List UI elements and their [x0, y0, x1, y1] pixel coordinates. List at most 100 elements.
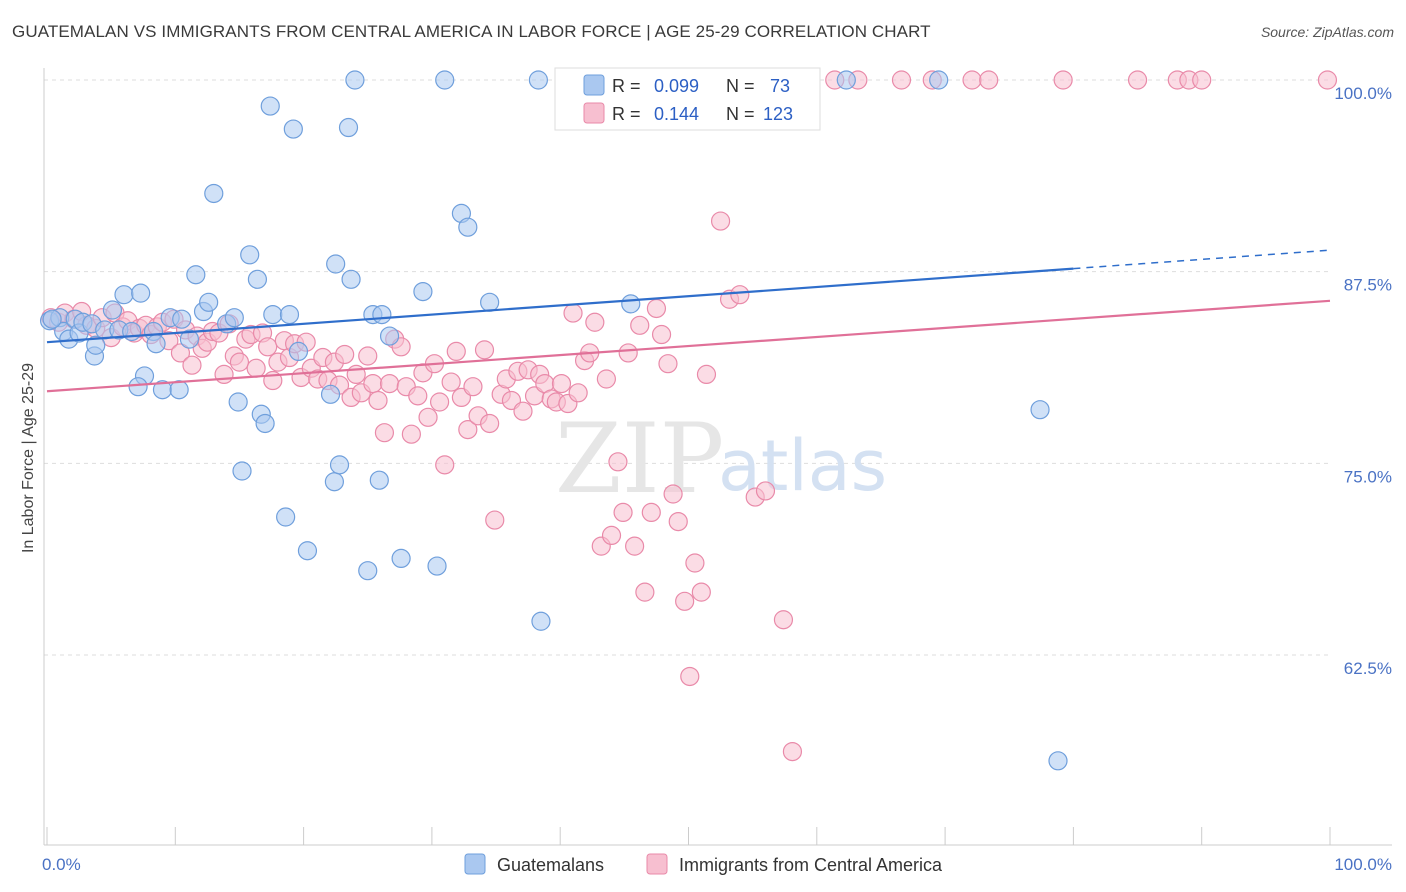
immigrants-point-31 [229, 352, 250, 372]
guatemalans-point-58 [427, 556, 447, 576]
guatemalans-point-39 [276, 507, 296, 527]
watermark-atlas: atlas [718, 425, 887, 507]
guatemalans-point-47 [329, 455, 350, 475]
guatemalans-point-70 [1030, 400, 1050, 420]
immigrants-point-69 [441, 372, 461, 392]
y-axis-label: In Labor Force | Age 25-29 [20, 363, 37, 553]
guatemalans-point-49 [341, 269, 361, 289]
guatemalans-point-55 [379, 326, 400, 346]
immigrants-point-97 [596, 369, 616, 389]
guatemalans-point-57 [413, 282, 433, 302]
guatemalans-point-43 [297, 541, 318, 561]
legend-r-value-1: 0.099 [654, 76, 699, 96]
guatemalans-point-45 [324, 472, 344, 492]
legend-n-value-1: 73 [770, 76, 790, 96]
guatemalans-point-64 [531, 611, 551, 631]
immigrants-point-65 [418, 407, 438, 427]
immigrants-point-36 [258, 337, 278, 357]
immigrants-point-77 [485, 510, 505, 530]
immigrants-point-115 [696, 364, 717, 384]
guatemalans-point-34 [247, 269, 268, 289]
immigrants-point-58 [379, 374, 400, 394]
tick-labels: 62.5% 75.0% 87.5% 100.0% 0.0% 100.0% [42, 84, 1392, 874]
guatemalans-point-14 [122, 321, 142, 342]
immigrants-point-121 [773, 610, 794, 630]
guatemalans-point-36 [255, 413, 275, 434]
y-tick-label-3: 100.0% [1334, 84, 1392, 103]
immigrants-point-122 [782, 741, 803, 762]
guatemalans-point-31 [228, 392, 248, 412]
immigrants-point-100 [613, 502, 633, 523]
stats-legend: R = 0.099 N = 73 R = 0.144 N = 123 [554, 67, 821, 131]
guatemalans-point-65 [621, 294, 641, 314]
y-tick-label-1: 75.0% [1344, 467, 1392, 486]
guatemalans-point-38 [263, 305, 283, 325]
immigrants-point-101 [618, 343, 638, 363]
guatemalans-point-19 [128, 377, 148, 397]
immigrants-point-109 [663, 484, 683, 504]
immigrants-point-120 [755, 481, 776, 501]
axes [43, 68, 1392, 846]
immigrants-point-118 [730, 285, 750, 305]
immigrants-point-28 [214, 364, 234, 384]
guatemalans-point-27 [199, 292, 219, 312]
guatemalans-point-53 [369, 470, 389, 490]
legend-n-label-2: N = [726, 104, 755, 124]
guatemalans-point-15 [131, 283, 151, 303]
chart-title: GUATEMALAN VS IMMIGRANTS FROM CENTRAL AM… [12, 22, 931, 41]
immigrants-point-50 [335, 344, 355, 365]
y-tick-label-2: 87.5% [1344, 276, 1392, 295]
immigrants-point-89 [551, 374, 572, 394]
guatemalans-point-24 [179, 329, 200, 349]
guatemalans-point-72 [42, 309, 62, 329]
immigrants-top-point-6 [979, 70, 999, 90]
immigrants-point-75 [474, 340, 495, 360]
guatemalans-point-71 [1048, 751, 1068, 771]
immigrants-trend-line [46, 299, 1331, 393]
immigrants-top-point-7 [1053, 70, 1073, 90]
legend-immigrants-swatch [646, 853, 668, 875]
immigrants-point-112 [680, 666, 700, 687]
guatemalans-point-30 [224, 308, 244, 328]
legend-r-value-2: 0.144 [654, 104, 699, 124]
legend-guatemalans-label: Guatemalans [497, 855, 604, 875]
legend-immigrants-label: Immigrants from Central America [679, 855, 943, 875]
source-credit: Source: ZipAtlas.com [1260, 24, 1394, 40]
legend-blue-swatch [583, 74, 605, 96]
guatemalans-point-69 [929, 70, 949, 90]
immigrants-point-107 [651, 324, 672, 345]
immigrants-point-72 [458, 420, 478, 440]
legend-r-label-1: R = [612, 76, 641, 96]
guatemalans-point-59 [435, 70, 455, 90]
immigrants-point-68 [435, 455, 455, 475]
immigrants-point-34 [246, 358, 266, 378]
immigrants-point-111 [675, 591, 695, 611]
immigrants-point-22 [182, 355, 202, 375]
guatemalans-point-50 [345, 70, 365, 90]
immigrants-point-110 [668, 511, 688, 532]
immigrants-point-67 [429, 392, 450, 412]
guatemalans-point-62 [480, 292, 500, 312]
immigrants-point-116 [710, 211, 731, 231]
guatemalans-point-23 [172, 309, 192, 329]
immigrants-point-62 [401, 424, 421, 444]
immigrants-point-106 [646, 298, 667, 319]
immigrants-top-point-5 [962, 70, 982, 90]
guatemalans-point-63 [528, 70, 548, 90]
guatemalans-point-37 [260, 96, 280, 116]
guatemalans-point-54 [372, 305, 392, 325]
guatemalans-point-22 [169, 380, 189, 400]
y-tick-label-0: 62.5% [1344, 659, 1392, 678]
guatemalans-point-51 [358, 561, 378, 581]
immigrants-top-point-11 [1192, 70, 1212, 90]
x-tick-label-0: 0.0% [42, 855, 81, 874]
guatemalans-point-44 [320, 384, 341, 404]
immigrants-top-point-12 [1317, 70, 1338, 90]
guatemalans-point-42 [288, 341, 309, 361]
guatemalans-point-13 [114, 285, 134, 305]
immigrants-point-82 [513, 401, 533, 421]
legend-pink-swatch [583, 102, 605, 124]
guatemalans-point-68 [836, 70, 856, 90]
immigrants-point-57 [374, 423, 395, 443]
